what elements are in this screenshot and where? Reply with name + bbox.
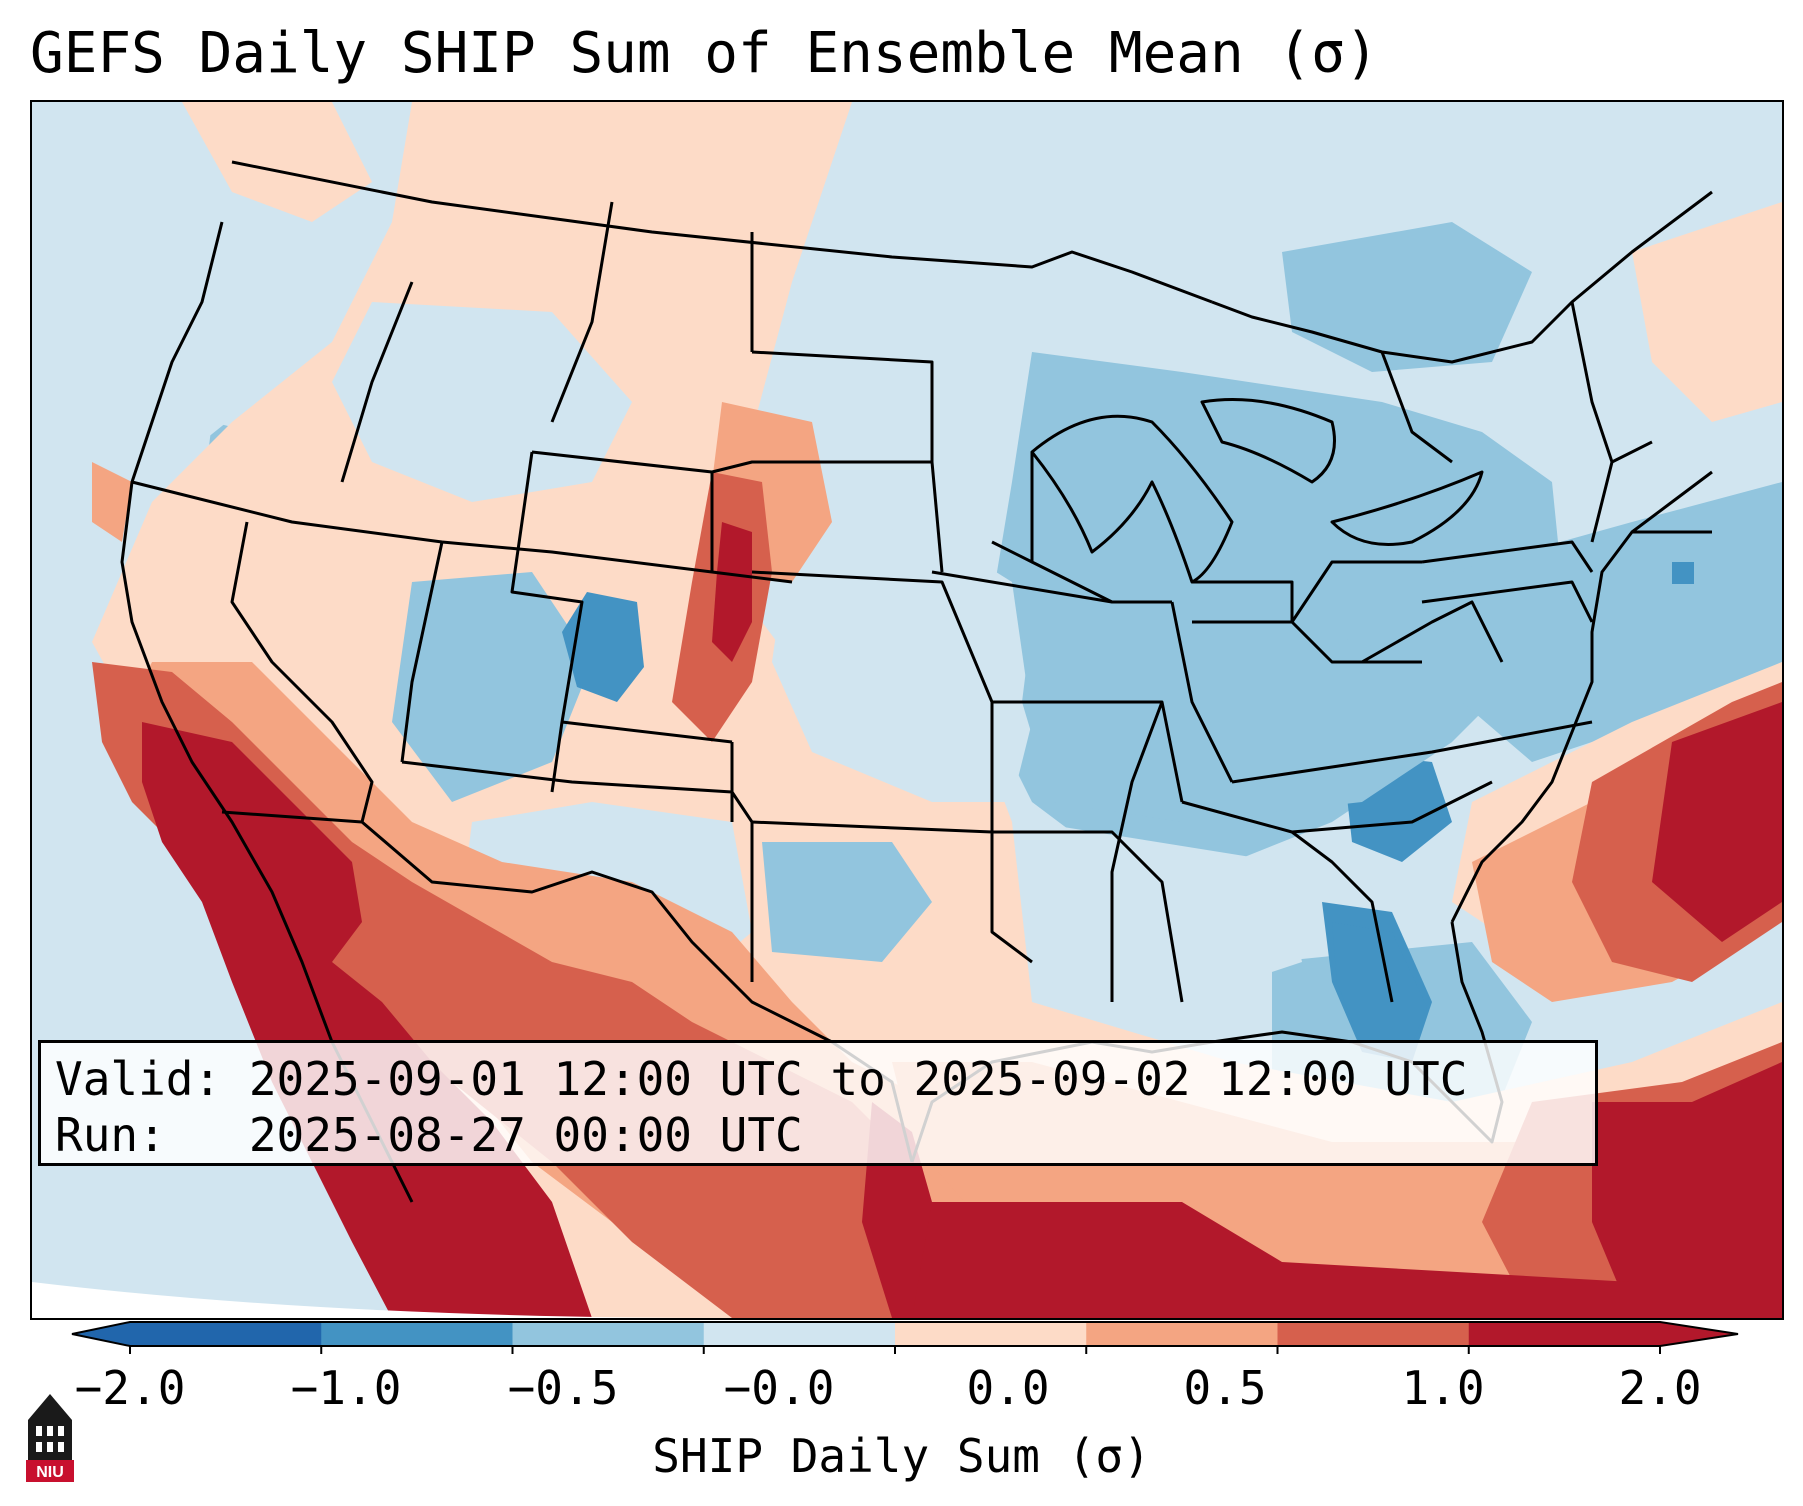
colorbar-tick-label: 1.0 [1401, 1361, 1485, 1415]
colorbar [71, 1321, 1739, 1354]
colorbar-extend-high [1660, 1322, 1738, 1346]
colorbar-segment [130, 1322, 322, 1346]
colorbar-extend-low [72, 1322, 130, 1346]
valid-time-text: Valid: 2025-09-01 12:00 UTC to 2025-09-0… [55, 1052, 1468, 1106]
projection-edge [32, 1282, 732, 1318]
colorbar-segment [703, 1322, 896, 1346]
niu-logo-icon: NIU [26, 1394, 74, 1482]
run-time-text: Run: 2025-08-27 00:00 UTC [55, 1108, 803, 1162]
colorbar-tick-label: 2.0 [1618, 1361, 1702, 1415]
niu-logo-text: NIU [36, 1464, 64, 1481]
colorbar-tick-label: 0.0 [966, 1361, 1050, 1415]
colorbar-tick-label: 0.5 [1183, 1361, 1267, 1415]
colorbar-segment [1468, 1322, 1661, 1346]
valid-run-info-box: Valid: 2025-09-01 12:00 UTC to 2025-09-0… [38, 1040, 1598, 1166]
colorbar-tick-label: −2.0 [74, 1361, 186, 1415]
colorbar-segment [895, 1322, 1087, 1346]
colorbar-segment [1086, 1322, 1278, 1346]
field-very-strong-positive [142, 522, 1782, 1318]
map-title: GEFS Daily SHIP Sum of Ensemble Mean (σ) [30, 21, 1379, 86]
colorbar-segment [1277, 1322, 1470, 1346]
colorbar-segment [321, 1322, 513, 1346]
colorbar-tick-label: −0.5 [507, 1361, 619, 1415]
colorbar-label: SHIP Daily Sum (σ) [652, 1429, 1151, 1483]
colorbar-tick-label: −0.0 [723, 1361, 835, 1415]
colorbar-tick-label: −1.0 [290, 1361, 402, 1415]
colorbar-segment [512, 1322, 705, 1346]
